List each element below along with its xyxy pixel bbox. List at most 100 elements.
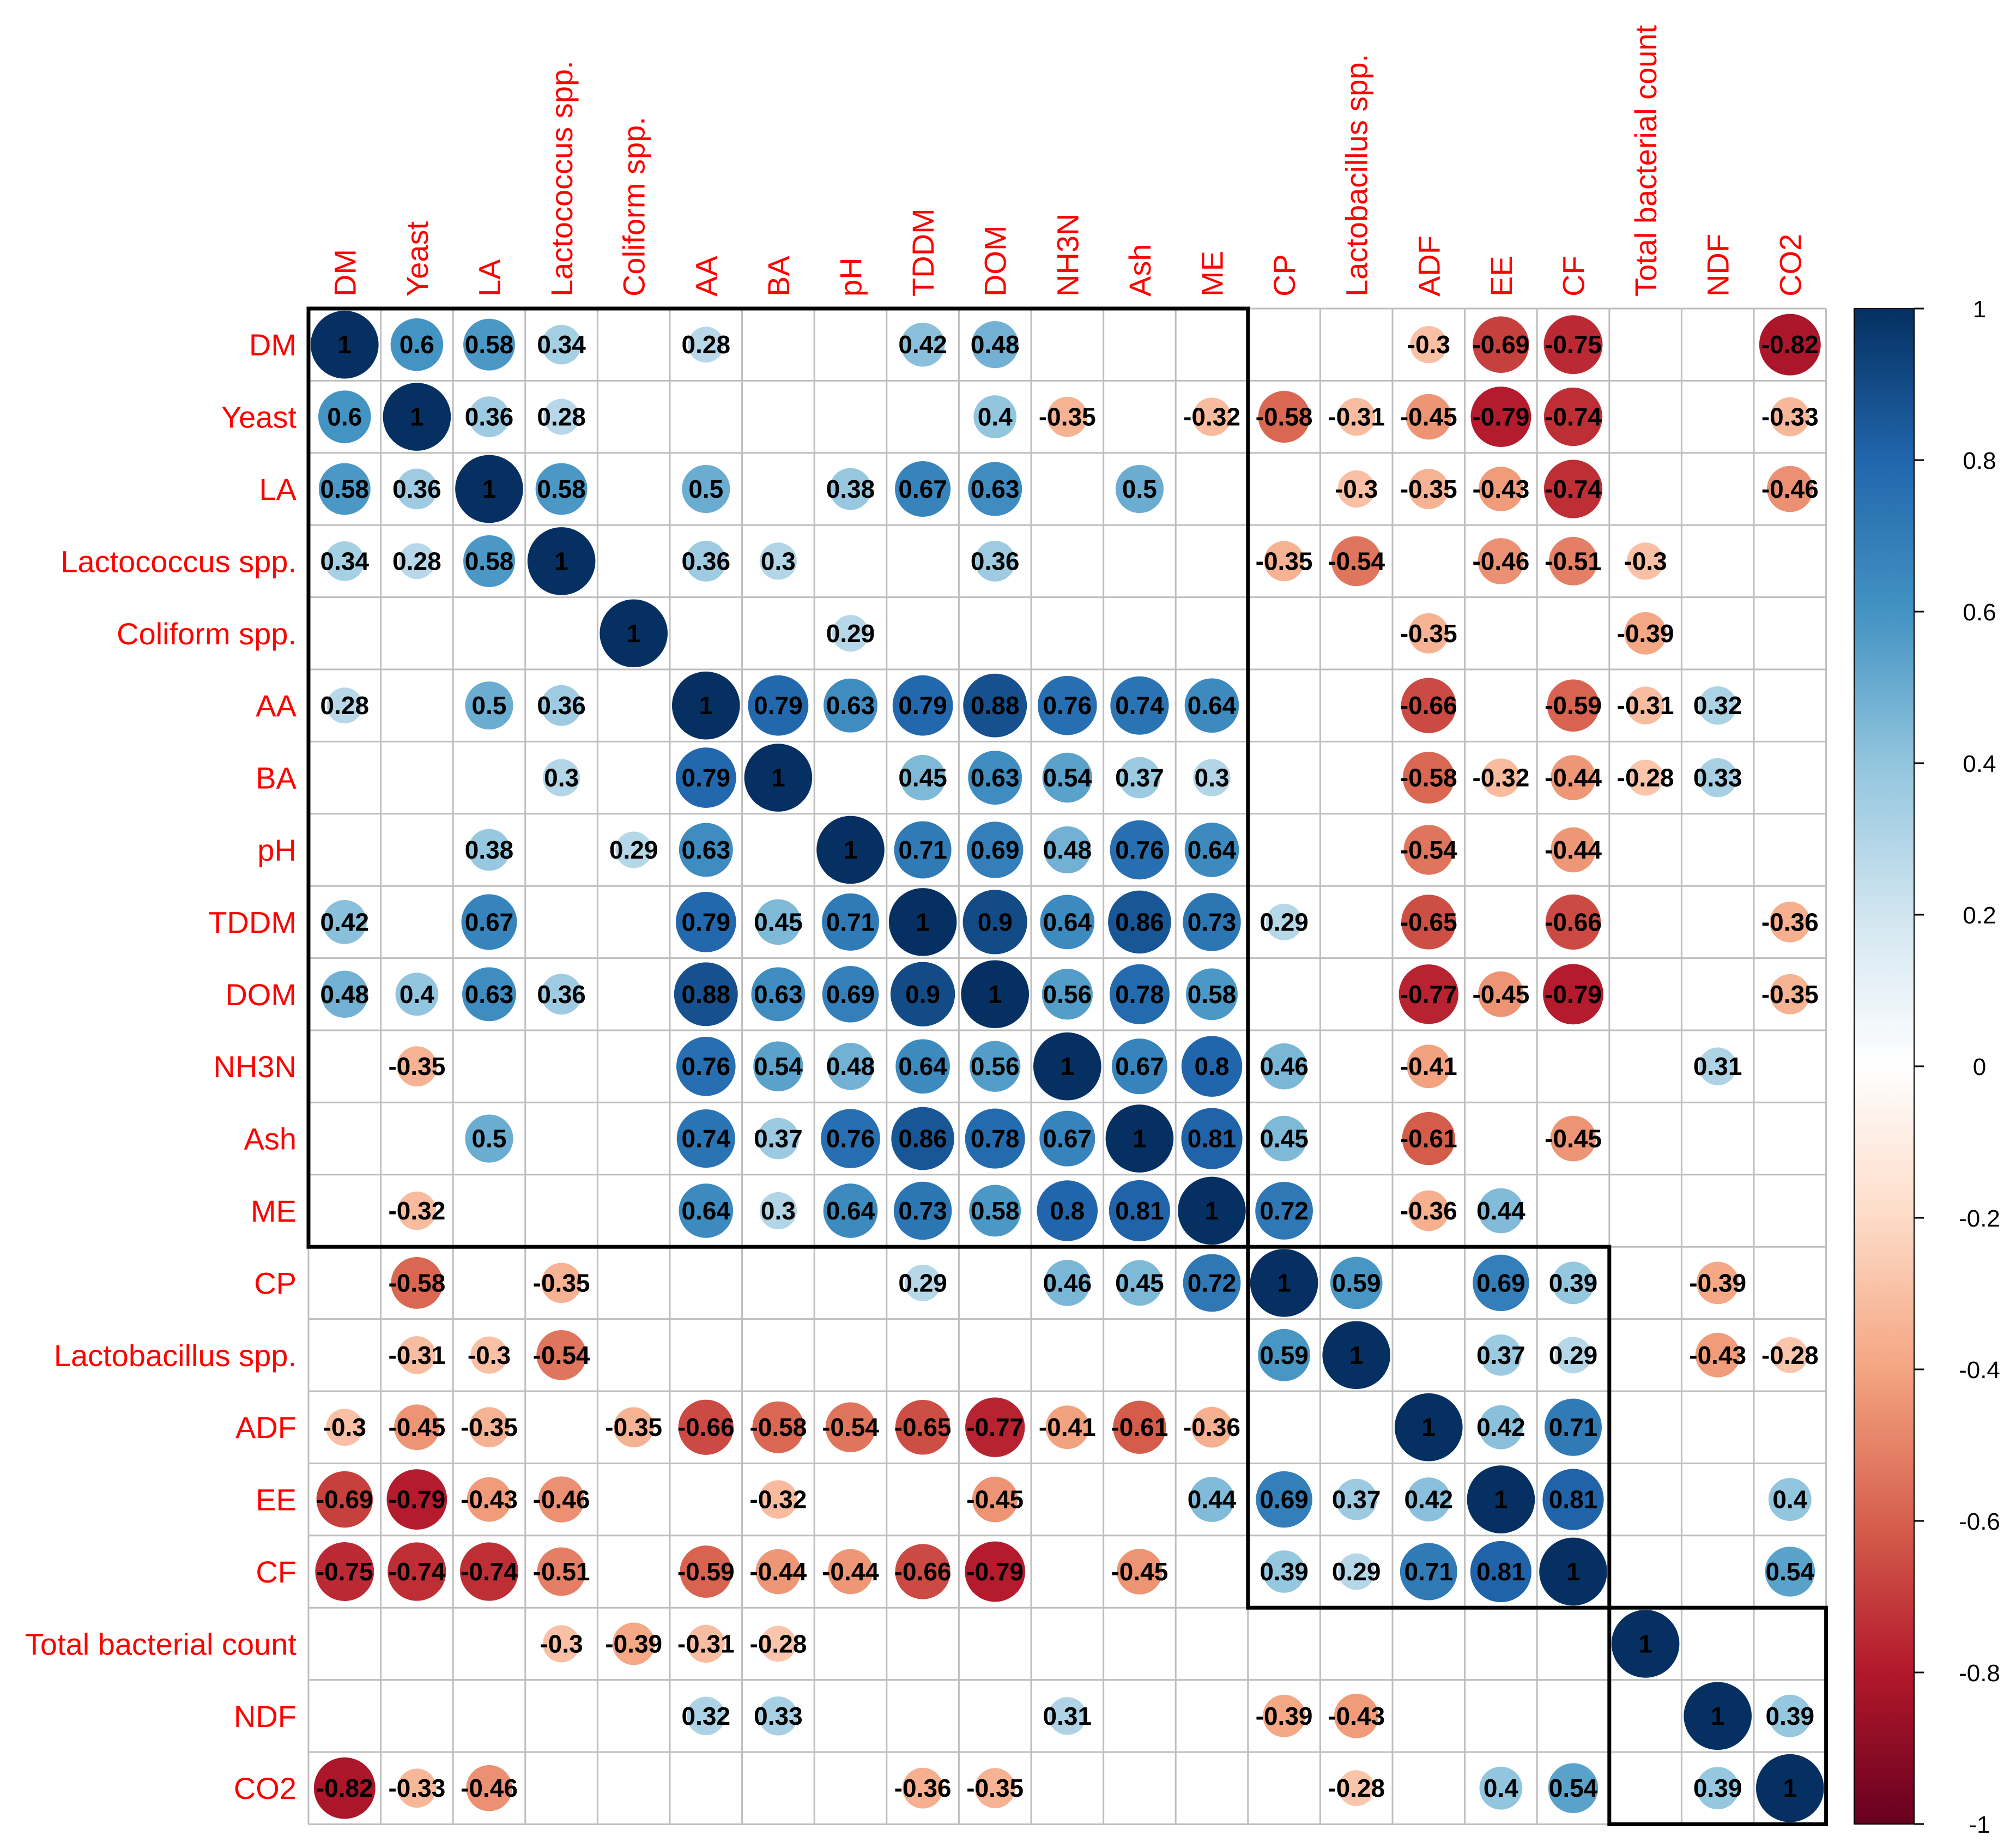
corr-circle-co2-dm bbox=[313, 1757, 376, 1819]
corr-value-coliform-spp-ph: 0.29 bbox=[826, 619, 875, 648]
corr-circle-ndf-cp bbox=[1263, 1694, 1306, 1737]
corr-circle-nh3n-ndf bbox=[1699, 1047, 1737, 1085]
corr-value-nh3n-ash: 0.67 bbox=[1115, 1052, 1164, 1080]
col-label-ash: Ash bbox=[1123, 244, 1157, 297]
corr-value-me-ee: 0.44 bbox=[1476, 1197, 1525, 1225]
corr-value-adf-ph: -0.54 bbox=[822, 1413, 879, 1441]
corr-value-co2-dom: -0.35 bbox=[966, 1774, 1024, 1802]
corr-value-dom-me: 0.58 bbox=[1188, 980, 1237, 1008]
corr-value-ash-ph: 0.76 bbox=[826, 1125, 875, 1153]
corr-circle-cf-ba bbox=[755, 1549, 801, 1595]
column-labels: DM Yeast LA Lactococcus spp. Coliform spp. AA… bbox=[328, 25, 1807, 297]
colorbar-tick-label: -0.4 bbox=[1959, 1357, 2000, 1384]
corr-value-yeast-lactococcus-spp: 0.28 bbox=[537, 403, 586, 431]
corr-circle-coliform-spp-total-bacterial-count bbox=[1624, 612, 1667, 655]
corr-value-adf-ee: 0.42 bbox=[1476, 1413, 1525, 1441]
corr-value-cf-ash: -0.45 bbox=[1111, 1557, 1168, 1586]
corr-value-ndf-cp: -0.39 bbox=[1256, 1702, 1313, 1730]
corr-value-cp-cp: 1 bbox=[1277, 1269, 1291, 1297]
row-label-ba: BA bbox=[256, 761, 296, 795]
corr-value-dm-tddm: 0.42 bbox=[898, 330, 947, 359]
corr-circle-ba-ee bbox=[1481, 758, 1521, 797]
corr-circle-la-cf bbox=[1543, 460, 1603, 518]
corr-circle-ph-ash bbox=[1110, 820, 1170, 880]
corr-value-lactobacillus-spp-la: -0.3 bbox=[468, 1341, 511, 1369]
corr-value-dm-aa: 0.28 bbox=[682, 330, 731, 359]
corr-circle-dm-aa bbox=[688, 327, 724, 363]
corr-value-ph-nh3n: 0.48 bbox=[1043, 836, 1092, 864]
corr-value-adf-yeast: -0.45 bbox=[388, 1413, 445, 1441]
corr-circle-adf-tddm bbox=[895, 1399, 950, 1455]
col-label-ndf: NDF bbox=[1701, 234, 1735, 297]
corr-value-dom-ph: 0.69 bbox=[826, 980, 875, 1008]
corr-value-tddm-nh3n: 0.64 bbox=[1043, 908, 1092, 936]
corr-circle-la-co2 bbox=[1767, 466, 1813, 512]
corr-value-tddm-cp: 0.29 bbox=[1260, 908, 1309, 936]
corr-circle-dm-tddm bbox=[900, 322, 945, 367]
corr-value-cf-ph: -0.44 bbox=[822, 1557, 879, 1586]
cluster-rectangles bbox=[306, 306, 1829, 1826]
corr-value-ba-ee: -0.32 bbox=[1472, 764, 1529, 792]
corr-circle-dom-me bbox=[1186, 968, 1238, 1020]
corr-circle-la-ph bbox=[830, 468, 871, 510]
corr-value-ash-la: 0.5 bbox=[472, 1125, 507, 1153]
corr-circle-ba-dom bbox=[968, 751, 1022, 805]
row-label-la: LA bbox=[259, 472, 297, 506]
col-label-ba: BA bbox=[761, 256, 796, 297]
corr-circle-dom-adf bbox=[1398, 964, 1458, 1024]
col-label-dm: DM bbox=[328, 249, 362, 297]
corr-value-dom-cf: -0.79 bbox=[1545, 980, 1602, 1008]
corr-circle-ph-dom bbox=[966, 822, 1024, 878]
corr-circle-ash-aa bbox=[676, 1109, 735, 1168]
corr-value-ash-aa: 0.74 bbox=[682, 1125, 731, 1153]
corr-circle-yeast-lactococcus-spp bbox=[543, 398, 580, 435]
corr-circle-ndf-lactobacillus-spp bbox=[1334, 1693, 1379, 1738]
corr-value-adf-dm: -0.3 bbox=[323, 1413, 366, 1441]
corr-value-adf-ash: -0.61 bbox=[1111, 1413, 1168, 1441]
corr-circle-ba-lactococcus-spp bbox=[542, 759, 580, 796]
corr-value-ba-ash: 0.37 bbox=[1115, 764, 1164, 792]
corr-circle-ee-dm bbox=[316, 1471, 373, 1528]
corr-value-adf-aa: -0.66 bbox=[677, 1413, 735, 1441]
corr-circle-ba-tddm bbox=[900, 754, 946, 801]
corr-circle-adf-dm bbox=[326, 1409, 364, 1446]
corr-circle-cp-ash bbox=[1117, 1260, 1163, 1306]
corr-value-ndf-aa: 0.32 bbox=[682, 1702, 731, 1730]
corr-value-total-bacterial-count-aa: -0.31 bbox=[677, 1629, 735, 1658]
corr-circle-aa-lactococcus-spp bbox=[541, 685, 582, 726]
corr-circle-aa-la bbox=[465, 681, 513, 730]
corr-value-lactococcus-spp-la: 0.58 bbox=[465, 547, 514, 575]
corr-circle-aa-adf bbox=[1401, 678, 1456, 733]
corr-circle-co2-dom bbox=[974, 1768, 1015, 1809]
corr-circle-cp-ndf bbox=[1696, 1261, 1739, 1305]
corr-circle-me-nh3n bbox=[1037, 1180, 1098, 1241]
corr-circle-ph-aa bbox=[679, 823, 733, 877]
cluster-box-2 bbox=[1246, 1245, 1612, 1610]
corr-value-la-dom: 0.63 bbox=[971, 475, 1020, 503]
corr-circle-ash-ph bbox=[821, 1109, 880, 1168]
corr-circle-dm-dom bbox=[971, 321, 1019, 369]
corr-circle-me-cp bbox=[1255, 1182, 1313, 1240]
corr-value-cp-lactobacillus-spp: 0.59 bbox=[1332, 1269, 1381, 1297]
corr-value-ee-lactococcus-spp: -0.46 bbox=[533, 1485, 590, 1514]
corr-circle-ash-tddm bbox=[891, 1107, 954, 1170]
corr-circle-cf-la bbox=[459, 1542, 519, 1601]
corr-circle-la-dom bbox=[968, 462, 1022, 516]
corr-circle-ash-ba bbox=[757, 1118, 799, 1159]
corr-value-lactobacillus-spp-yeast: -0.31 bbox=[388, 1341, 445, 1369]
corr-circle-ndf-aa bbox=[687, 1696, 725, 1736]
corr-value-dom-adf: -0.77 bbox=[1400, 980, 1457, 1008]
corr-value-ph-cf: -0.44 bbox=[1545, 836, 1602, 864]
corr-circle-aa-cf bbox=[1547, 679, 1600, 732]
corr-value-aa-ash: 0.74 bbox=[1115, 691, 1164, 720]
corr-circle-tddm-cf bbox=[1545, 894, 1601, 950]
corr-value-cf-adf: 0.71 bbox=[1404, 1557, 1454, 1586]
corr-circle-cf-dm bbox=[315, 1542, 374, 1601]
corr-circle-lactobacillus-spp-co2 bbox=[1772, 1337, 1808, 1373]
corr-circle-nh3n-ash bbox=[1111, 1038, 1167, 1095]
corr-value-yeast-la: 0.36 bbox=[465, 403, 514, 431]
corr-value-yeast-ee: -0.79 bbox=[1472, 403, 1529, 431]
row-label-dm: DM bbox=[249, 328, 296, 362]
corr-circle-dom-nh3n bbox=[1042, 969, 1093, 1020]
